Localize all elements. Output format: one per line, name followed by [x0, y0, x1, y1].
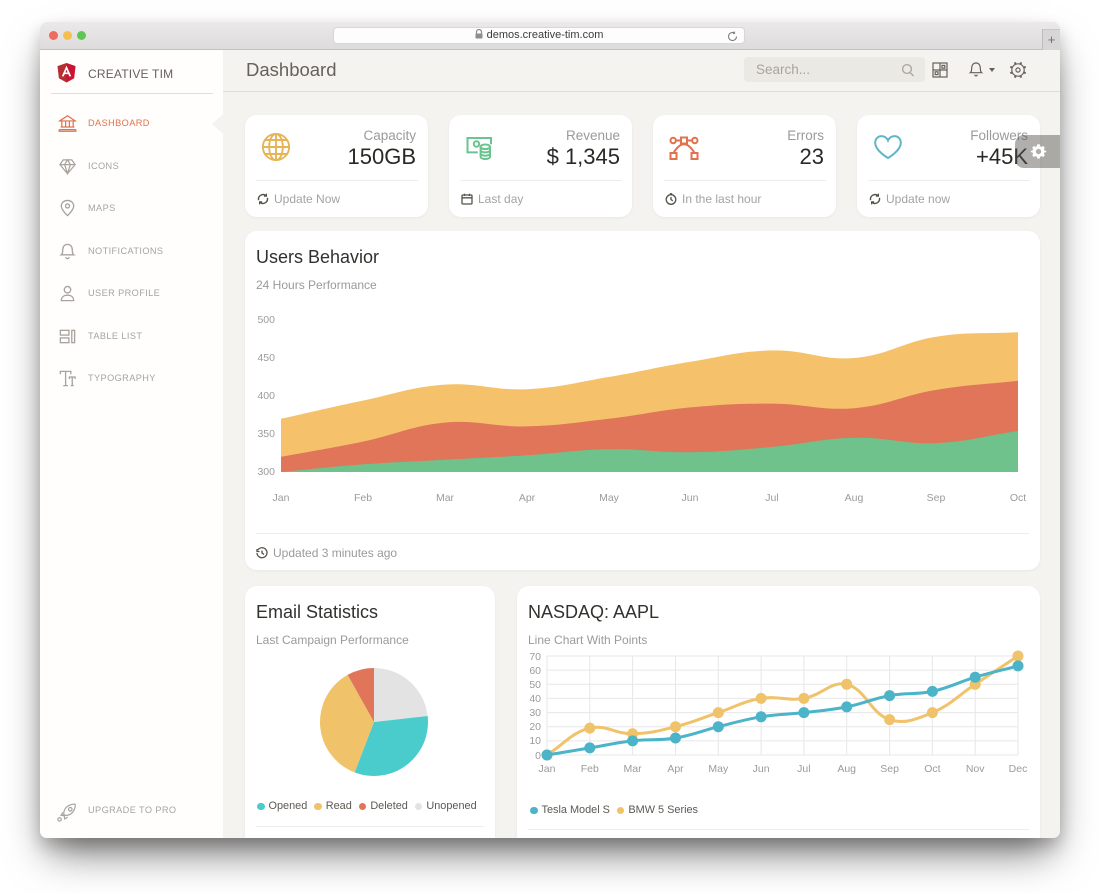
svg-text:300: 300	[257, 466, 275, 478]
svg-text:Nov: Nov	[966, 763, 985, 775]
svg-text:Jun: Jun	[753, 763, 770, 775]
svg-text:350: 350	[257, 428, 275, 440]
svg-text:Mar: Mar	[624, 763, 643, 775]
svg-text:400: 400	[257, 390, 275, 402]
svg-text:May: May	[599, 492, 620, 504]
svg-text:20: 20	[529, 721, 541, 733]
svg-text:Aug: Aug	[837, 763, 856, 775]
svg-text:Sep: Sep	[880, 763, 899, 775]
svg-text:Aug: Aug	[845, 492, 864, 504]
svg-text:30: 30	[529, 707, 541, 719]
svg-text:40: 40	[529, 693, 541, 705]
svg-text:500: 500	[257, 314, 275, 326]
svg-text:Apr: Apr	[667, 763, 684, 775]
svg-text:450: 450	[257, 352, 275, 364]
svg-text:Feb: Feb	[354, 492, 372, 504]
svg-text:May: May	[708, 763, 729, 775]
svg-text:60: 60	[529, 665, 541, 677]
svg-text:Apr: Apr	[519, 492, 536, 504]
svg-text:Mar: Mar	[436, 492, 455, 504]
svg-text:Jul: Jul	[765, 492, 778, 504]
svg-text:Oct: Oct	[924, 763, 940, 775]
svg-text:0: 0	[535, 750, 541, 762]
svg-text:Oct: Oct	[1010, 492, 1026, 504]
svg-text:Dec: Dec	[1009, 763, 1028, 775]
svg-text:Jan: Jan	[539, 763, 556, 775]
svg-text:Feb: Feb	[581, 763, 599, 775]
svg-text:Sep: Sep	[927, 492, 946, 504]
svg-text:Jan: Jan	[273, 492, 290, 504]
svg-text:10: 10	[529, 735, 541, 747]
svg-text:Jun: Jun	[682, 492, 699, 504]
svg-text:70: 70	[529, 651, 541, 663]
svg-text:50: 50	[529, 679, 541, 691]
svg-text:Jul: Jul	[797, 763, 810, 775]
